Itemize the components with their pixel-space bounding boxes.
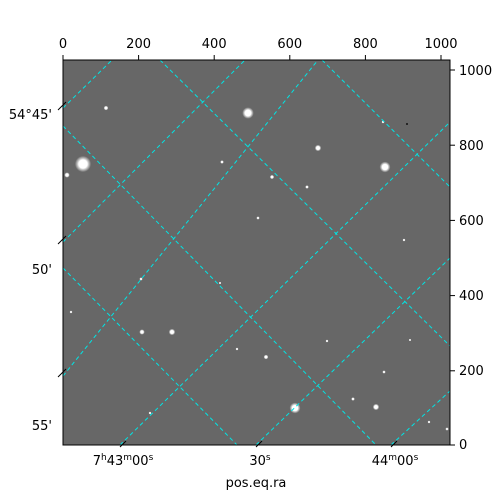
star xyxy=(70,311,72,313)
left-tick xyxy=(57,101,67,111)
bottom-tick xyxy=(255,440,263,448)
left-axis: 54°45' 50' 55' xyxy=(9,101,67,434)
coordinate-grid xyxy=(63,60,450,445)
top-tick-label: 400 xyxy=(202,37,227,52)
star xyxy=(264,355,268,359)
star xyxy=(382,164,388,170)
left-tick xyxy=(57,368,67,378)
star xyxy=(270,175,274,179)
star xyxy=(104,106,108,110)
x-axis-label: pos.eq.ra xyxy=(226,476,287,491)
top-tick-label: 600 xyxy=(277,37,302,52)
right-tick-label: 200 xyxy=(459,364,484,379)
bottom-tick-label-ra-30s: 30s xyxy=(249,453,271,469)
grid-line xyxy=(63,125,377,445)
star xyxy=(244,109,252,117)
star xyxy=(149,412,151,414)
astronomical-image xyxy=(63,60,450,445)
star xyxy=(257,217,259,219)
star xyxy=(78,159,88,169)
star xyxy=(352,398,354,400)
star xyxy=(219,282,221,284)
grid-line xyxy=(63,60,246,243)
top-tick-label: 200 xyxy=(126,37,151,52)
right-tick-label: 400 xyxy=(459,289,484,304)
grid-line xyxy=(321,60,450,188)
star xyxy=(428,421,430,423)
grid-line xyxy=(63,60,319,377)
star xyxy=(446,428,448,430)
grid-line xyxy=(159,60,450,347)
left-tick-label: 55' xyxy=(32,419,52,434)
star xyxy=(316,146,320,150)
right-tick-label: 1000 xyxy=(459,64,492,79)
bottom-tick-label-ra-7h43m00s: 7h43m00s xyxy=(93,453,154,469)
grid-line xyxy=(255,257,450,445)
grid-line xyxy=(63,267,238,445)
star xyxy=(326,340,328,342)
star xyxy=(383,371,385,373)
bottom-tick xyxy=(390,440,398,448)
star xyxy=(65,173,69,177)
bottom-tick xyxy=(119,440,127,448)
star xyxy=(140,278,142,280)
right-tick-label: 600 xyxy=(459,214,484,229)
left-tick xyxy=(57,235,67,245)
right-axis: 1000 800 600 400 200 0 xyxy=(450,64,492,453)
star xyxy=(140,330,144,334)
star xyxy=(403,239,405,241)
right-tick-label: 800 xyxy=(459,139,484,154)
left-tick-label: 54°45' xyxy=(9,108,52,123)
left-tick-label: 50' xyxy=(32,263,52,278)
star xyxy=(374,405,378,409)
grid-line xyxy=(390,390,450,445)
dark-pixel xyxy=(406,123,408,125)
right-tick-label: 0 xyxy=(459,438,467,453)
star xyxy=(306,186,308,188)
top-tick-label: 0 xyxy=(59,37,67,52)
top-tick-label: 1000 xyxy=(424,37,457,52)
star xyxy=(221,161,223,163)
plot-frame xyxy=(62,59,451,446)
star xyxy=(170,330,174,334)
star xyxy=(236,348,238,350)
bottom-tick-label-ra-44m00s: 44m00s xyxy=(372,453,419,469)
star xyxy=(409,339,411,341)
grid-line xyxy=(63,60,113,109)
bottom-axis: 7h43m00s 30s 44m00s xyxy=(93,440,419,469)
top-tick-label: 800 xyxy=(353,37,378,52)
top-axis: 0 200 400 600 800 1000 xyxy=(59,37,458,60)
